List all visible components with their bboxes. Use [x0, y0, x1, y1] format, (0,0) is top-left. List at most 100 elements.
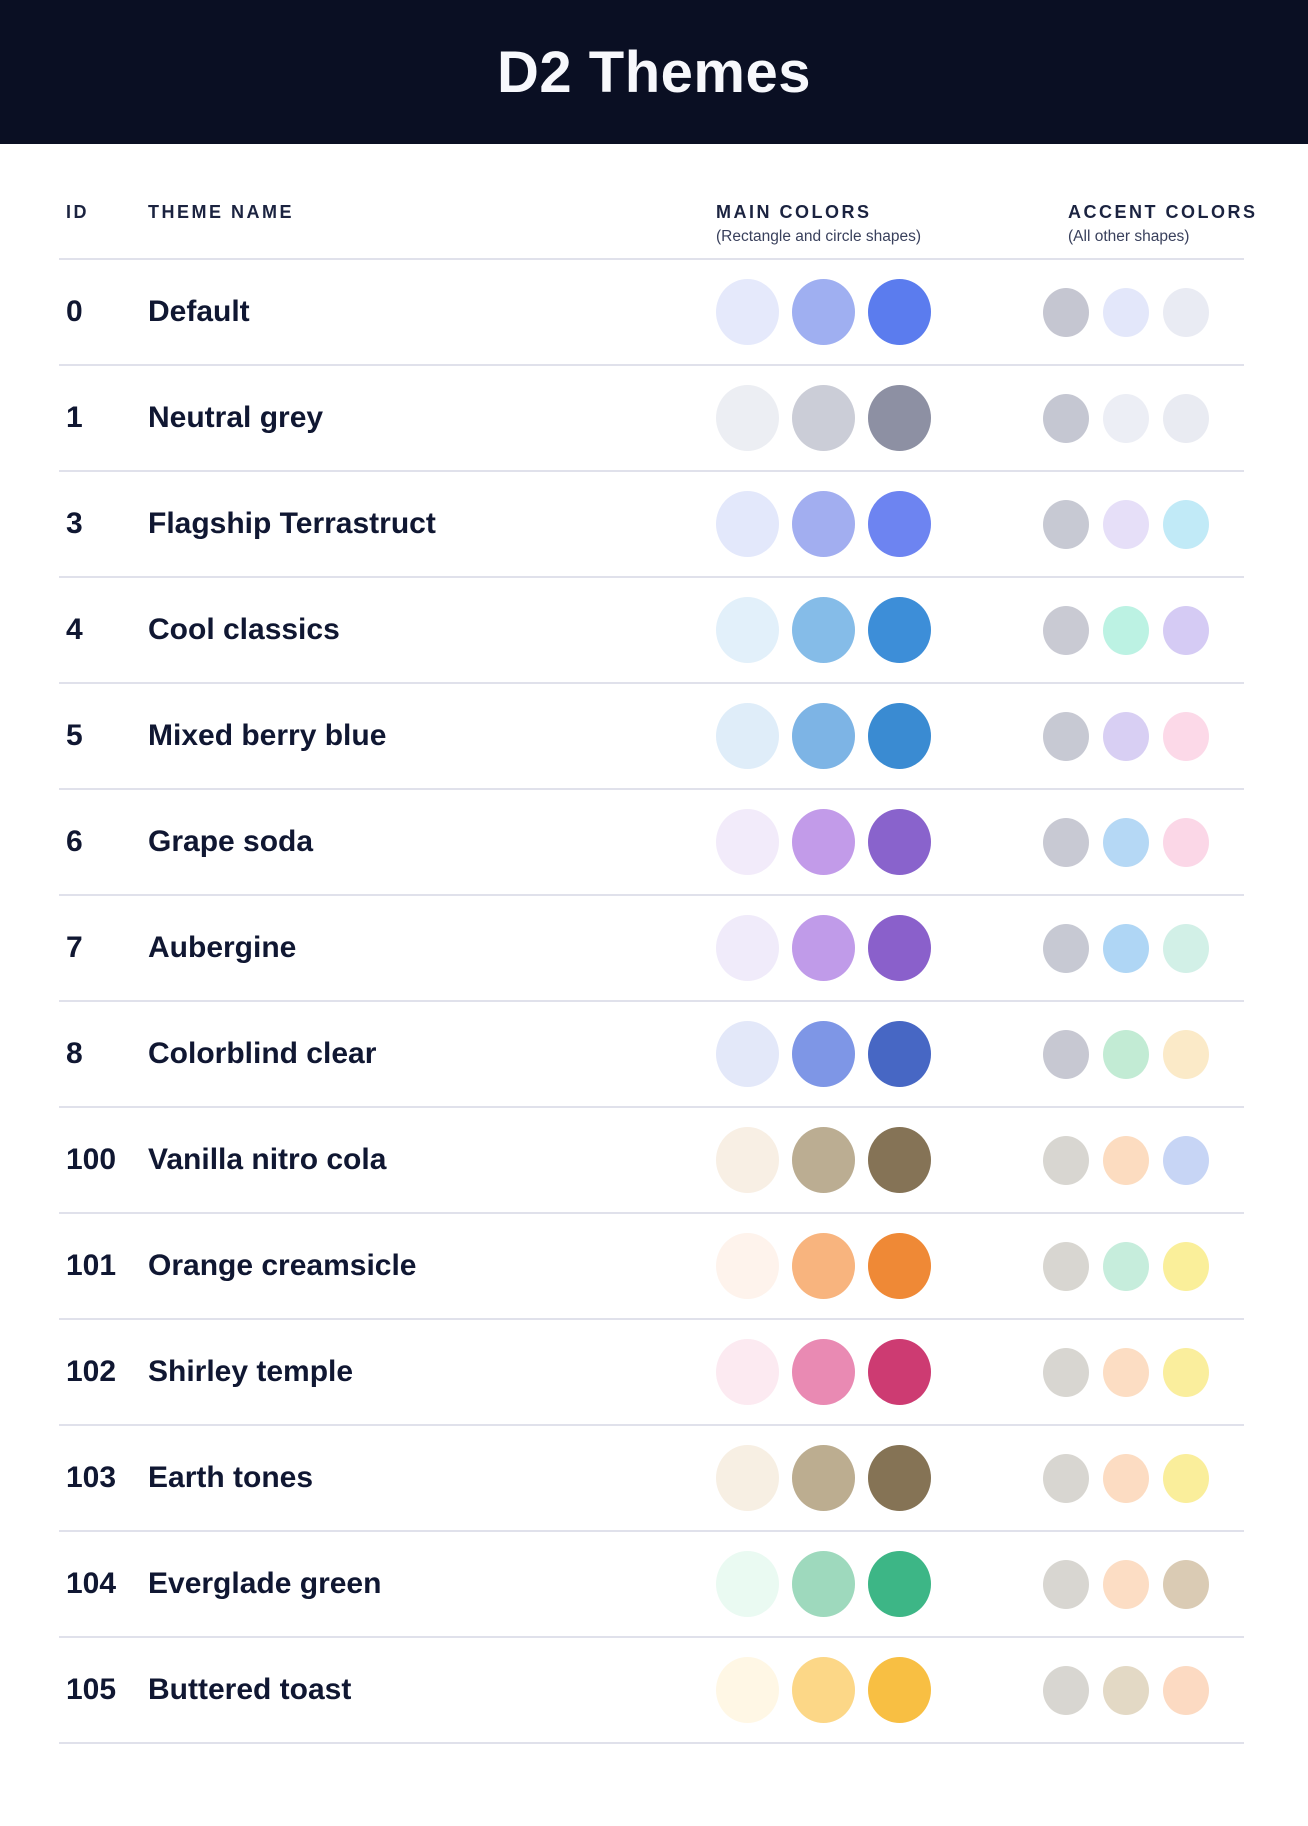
main-color-swatches [716, 1551, 931, 1617]
accent-color-swatch [1043, 499, 1089, 549]
main-color-swatch [792, 1233, 855, 1299]
table-header-row: ID THEME NAME MAIN COLORS (Rectangle and… [59, 144, 1255, 260]
theme-id: 100 [66, 1143, 117, 1176]
accent-color-swatch [1163, 923, 1209, 973]
theme-id: 103 [66, 1461, 117, 1494]
main-color-swatches [716, 1127, 931, 1193]
theme-name: Mixed berry blue [148, 719, 387, 752]
accent-color-swatches [1043, 499, 1209, 549]
main-color-swatch [868, 1233, 931, 1299]
main-color-swatch [716, 1445, 779, 1511]
accent-color-swatch [1103, 499, 1149, 549]
accent-color-swatch [1103, 1559, 1149, 1609]
theme-id: 5 [66, 719, 83, 752]
main-color-swatch [716, 1657, 779, 1723]
theme-row: 4 Cool classics [59, 578, 1244, 684]
main-color-swatches [716, 1021, 931, 1087]
main-color-swatch [716, 703, 779, 769]
theme-name: Cool classics [148, 613, 340, 646]
accent-color-swatch [1163, 1665, 1209, 1715]
theme-name: Earth tones [148, 1461, 314, 1494]
theme-row: 104 Everglade green [59, 1532, 1244, 1638]
main-color-swatch [868, 491, 931, 557]
accent-color-swatch [1043, 1665, 1089, 1715]
theme-row: 1 Neutral grey [59, 366, 1244, 472]
main-color-swatch [868, 1551, 931, 1617]
theme-name: Everglade green [148, 1567, 382, 1600]
theme-row: 7 Aubergine [59, 896, 1244, 1002]
accent-color-swatch [1103, 1029, 1149, 1079]
accent-color-swatches [1043, 393, 1209, 443]
table-body: 0 Default 1 Neutral grey 3 Flagship Terr… [59, 260, 1244, 1744]
theme-id: 105 [66, 1673, 117, 1706]
theme-name: Default [148, 295, 250, 328]
main-color-swatch [792, 279, 855, 345]
accent-color-swatch [1103, 1347, 1149, 1397]
main-color-swatch [868, 279, 931, 345]
accent-color-swatch [1103, 1135, 1149, 1185]
main-color-swatch [868, 597, 931, 663]
accent-color-swatch [1103, 1665, 1149, 1715]
theme-row: 103 Earth tones [59, 1426, 1244, 1532]
main-color-swatch [716, 597, 779, 663]
main-color-swatch [716, 491, 779, 557]
main-color-swatches [716, 597, 931, 663]
main-color-swatch [716, 1339, 779, 1405]
main-color-swatch [716, 809, 779, 875]
accent-color-swatch [1163, 1347, 1209, 1397]
accent-color-swatch [1103, 605, 1149, 655]
theme-row: 8 Colorblind clear [59, 1002, 1244, 1108]
accent-color-swatch [1163, 711, 1209, 761]
main-color-swatch [792, 491, 855, 557]
accent-color-swatch [1163, 1241, 1209, 1291]
main-color-swatch [792, 703, 855, 769]
column-header-main-colors: MAIN COLORS (Rectangle and circle shapes… [716, 202, 928, 246]
accent-color-swatch [1163, 393, 1209, 443]
accent-color-swatch [1103, 287, 1149, 337]
main-color-swatch [792, 809, 855, 875]
accent-color-swatch [1103, 711, 1149, 761]
accent-color-swatch [1043, 393, 1089, 443]
main-color-swatch [868, 1657, 931, 1723]
main-color-swatch [868, 915, 931, 981]
theme-row: 5 Mixed berry blue [59, 684, 1244, 790]
column-header-id: ID [66, 202, 89, 222]
main-color-swatches [716, 1233, 931, 1299]
page-header: D2 Themes [0, 0, 1308, 144]
theme-row: 3 Flagship Terrastruct [59, 472, 1244, 578]
theme-id: 104 [66, 1567, 117, 1600]
accent-color-swatches [1043, 1453, 1209, 1503]
theme-row: 100 Vanilla nitro cola [59, 1108, 1244, 1214]
accent-color-swatch [1043, 1135, 1089, 1185]
main-color-swatch [868, 1127, 931, 1193]
main-color-swatches [716, 703, 931, 769]
theme-id: 1 [66, 401, 83, 434]
accent-color-swatch [1163, 499, 1209, 549]
accent-color-swatches [1043, 1347, 1209, 1397]
main-color-swatch [868, 1021, 931, 1087]
column-header-accent-colors: ACCENT COLORS (All other shapes) [1043, 202, 1255, 246]
accent-color-swatch [1163, 817, 1209, 867]
accent-color-swatches [1043, 1135, 1209, 1185]
theme-name: Flagship Terrastruct [148, 507, 436, 540]
theme-name: Vanilla nitro cola [148, 1143, 387, 1176]
main-color-swatch [716, 1233, 779, 1299]
accent-color-swatch [1043, 711, 1089, 761]
main-color-swatch [716, 1127, 779, 1193]
theme-id: 8 [66, 1037, 83, 1070]
main-color-swatches [716, 1657, 931, 1723]
main-color-swatch [792, 1445, 855, 1511]
main-color-swatches [716, 1339, 931, 1405]
main-color-swatch [792, 1339, 855, 1405]
main-color-swatch [868, 809, 931, 875]
main-color-swatches [716, 385, 931, 451]
accent-color-swatches [1043, 287, 1209, 337]
accent-color-swatch [1163, 1453, 1209, 1503]
main-color-swatches [716, 915, 931, 981]
accent-color-swatches [1043, 923, 1209, 973]
main-color-swatch [716, 385, 779, 451]
main-color-swatches [716, 279, 931, 345]
theme-name: Neutral grey [148, 401, 324, 434]
theme-row: 0 Default [59, 260, 1244, 366]
theme-id: 3 [66, 507, 83, 540]
